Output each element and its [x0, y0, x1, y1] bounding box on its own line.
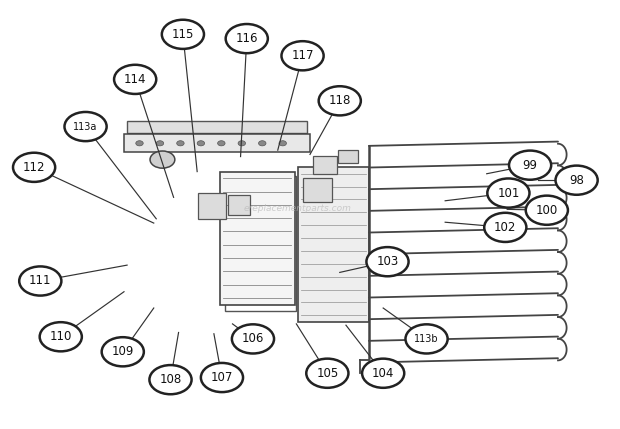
Bar	[220, 172, 294, 305]
Bar	[228, 195, 250, 214]
Text: 116: 116	[236, 32, 258, 45]
Text: 99: 99	[523, 159, 538, 172]
Circle shape	[362, 359, 404, 388]
Circle shape	[218, 141, 225, 146]
Circle shape	[366, 247, 409, 276]
Text: 117: 117	[291, 49, 314, 62]
Circle shape	[197, 141, 205, 146]
Text: 103: 103	[376, 255, 399, 268]
Text: ereplacementparts.com: ereplacementparts.com	[244, 204, 352, 212]
Circle shape	[162, 20, 204, 49]
Circle shape	[259, 141, 266, 146]
Circle shape	[201, 363, 243, 392]
Circle shape	[279, 141, 286, 146]
Bar	[298, 167, 369, 322]
Text: 107: 107	[211, 371, 233, 384]
Text: 113a: 113a	[73, 121, 98, 132]
Circle shape	[64, 112, 107, 141]
Circle shape	[526, 196, 568, 225]
Circle shape	[238, 141, 246, 146]
Text: 105: 105	[316, 367, 339, 380]
Circle shape	[405, 324, 448, 353]
Circle shape	[232, 324, 274, 353]
Circle shape	[509, 151, 551, 180]
Text: 112: 112	[23, 161, 45, 174]
Circle shape	[306, 359, 348, 388]
Bar	[124, 134, 310, 152]
Bar	[313, 156, 337, 174]
Bar	[338, 150, 358, 163]
Bar	[127, 121, 307, 133]
Bar	[198, 193, 226, 219]
Text: 114: 114	[124, 73, 146, 86]
Circle shape	[102, 337, 144, 366]
Circle shape	[281, 41, 324, 70]
Circle shape	[177, 141, 184, 146]
Text: 100: 100	[536, 204, 558, 217]
Text: 101: 101	[497, 187, 520, 199]
Text: 115: 115	[172, 28, 194, 41]
Circle shape	[40, 322, 82, 351]
Circle shape	[556, 166, 598, 195]
Circle shape	[487, 178, 529, 208]
Text: 118: 118	[329, 94, 351, 107]
Bar	[225, 176, 296, 311]
Text: 102: 102	[494, 221, 516, 234]
Circle shape	[19, 266, 61, 296]
Circle shape	[226, 24, 268, 53]
Circle shape	[136, 141, 143, 146]
Bar	[303, 178, 332, 202]
Circle shape	[150, 151, 175, 168]
Circle shape	[156, 141, 164, 146]
Circle shape	[319, 86, 361, 115]
Text: 104: 104	[372, 367, 394, 380]
Text: 98: 98	[569, 174, 584, 187]
Circle shape	[484, 213, 526, 242]
Text: 109: 109	[112, 345, 134, 358]
Circle shape	[149, 365, 192, 394]
Circle shape	[13, 153, 55, 182]
Circle shape	[114, 65, 156, 94]
Text: 113b: 113b	[414, 334, 439, 344]
Text: 111: 111	[29, 275, 51, 287]
Text: 110: 110	[50, 330, 72, 343]
Text: 106: 106	[242, 332, 264, 345]
Text: 108: 108	[159, 373, 182, 386]
